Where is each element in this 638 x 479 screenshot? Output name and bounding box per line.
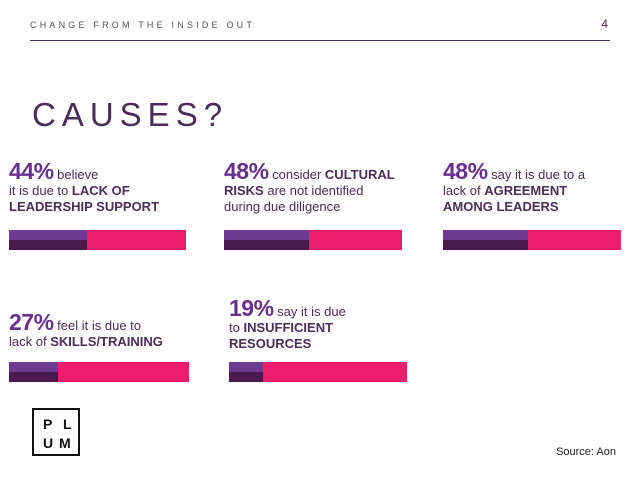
stat-line: during due diligence xyxy=(224,199,395,215)
stat-text: are not identified xyxy=(263,183,364,198)
stat-text: lack of xyxy=(9,334,51,349)
stat-leadership-support: 44% believe it is due to LACK OF LEADERSHI… xyxy=(9,160,159,215)
stat-text: it is due to xyxy=(9,183,72,198)
bar-fill-upper xyxy=(443,230,528,240)
bar-cultural-risks xyxy=(224,230,402,250)
header-text: CHANGE FROM THE INSIDE OUT xyxy=(30,20,256,30)
bar-agreement-among-leaders xyxy=(443,230,621,250)
stat-line: 44% believe xyxy=(9,160,159,183)
stat-text: lack of xyxy=(443,183,485,198)
stat-percent: 44% xyxy=(9,158,54,184)
bar-fill-lower xyxy=(443,240,528,250)
stat-text: say it is due xyxy=(277,304,346,319)
bar-fill-lower xyxy=(9,372,58,382)
stat-emphasis: AMONG LEADERS xyxy=(443,199,559,214)
stat-insufficient-resources: 19% say it is due to INSUFFICIENT RESOURCE… xyxy=(229,297,346,352)
logo-letter: U xyxy=(43,435,54,451)
stat-line: RISKS are not identified xyxy=(224,183,395,199)
plum-logo: P L U M xyxy=(32,408,80,456)
stat-emphasis: RISKS xyxy=(224,183,264,198)
stat-text: to xyxy=(229,320,244,335)
stat-line: it is due to LACK OF xyxy=(9,183,159,199)
stat-text: believe xyxy=(57,167,99,182)
logo-letter: M xyxy=(59,435,71,451)
stat-text: during due diligence xyxy=(224,199,341,214)
stat-emphasis: SKILLS/TRAINING xyxy=(50,334,163,349)
stat-skills-training: 27% feel it is due to lack of SKILLS/TRAI… xyxy=(9,311,163,350)
bar-fill-upper xyxy=(224,230,309,240)
bar-fill-lower xyxy=(224,240,309,250)
stat-text: say it is due to a xyxy=(491,167,586,182)
bar-fill-upper xyxy=(9,230,87,240)
bar-skills-training xyxy=(9,362,189,382)
stat-cultural-risks: 48% consider CULTURAL RISKS are not ident… xyxy=(224,160,395,215)
source-note: Source: Aon xyxy=(556,446,616,458)
page-title: CAUSES? xyxy=(32,96,229,133)
bar-fill-upper xyxy=(229,362,263,372)
stat-percent: 48% xyxy=(443,158,488,184)
page-number: 4 xyxy=(601,17,608,31)
stat-percent: 48% xyxy=(224,158,269,184)
stat-agreement-among-leaders: 48% say it is due to a lack of AGREEMENT A… xyxy=(443,160,586,215)
stat-emphasis: AGREEMENT xyxy=(484,183,568,198)
header-divider xyxy=(30,40,610,41)
stat-line: lack of AGREEMENT xyxy=(443,183,585,199)
stat-emphasis: LACK OF xyxy=(71,183,130,198)
bar-fill-lower xyxy=(9,240,87,250)
bar-fill-upper xyxy=(9,362,58,372)
logo-letter: P xyxy=(43,416,53,432)
stat-text: feel it is due to xyxy=(57,318,141,333)
stat-emphasis: INSUFFICIENT xyxy=(243,320,334,335)
stat-line: 19% say it is due xyxy=(229,297,346,320)
stat-line: lack of SKILLS/TRAINING xyxy=(9,334,163,350)
stat-line: 48% consider CULTURAL xyxy=(224,160,395,183)
bar-leadership-support xyxy=(9,230,186,250)
stat-line: LEADERSHIP SUPPORT xyxy=(9,199,159,215)
stat-line: 27% feel it is due to xyxy=(9,311,163,334)
stat-line: RESOURCES xyxy=(229,336,346,352)
stat-line: 48% say it is due to a xyxy=(443,160,586,183)
stat-emphasis: CULTURAL xyxy=(324,167,395,182)
stat-percent: 27% xyxy=(9,309,54,335)
stat-line: to INSUFFICIENT xyxy=(229,320,346,336)
bar-fill-lower xyxy=(229,372,263,382)
bar-insufficient-resources xyxy=(229,362,407,382)
stat-text: consider xyxy=(272,167,325,182)
stat-line: AMONG LEADERS xyxy=(443,199,585,215)
stat-emphasis: LEADERSHIP SUPPORT xyxy=(9,199,160,214)
stat-percent: 19% xyxy=(229,295,274,321)
stat-emphasis: RESOURCES xyxy=(229,336,312,351)
logo-letter: L xyxy=(63,416,72,432)
